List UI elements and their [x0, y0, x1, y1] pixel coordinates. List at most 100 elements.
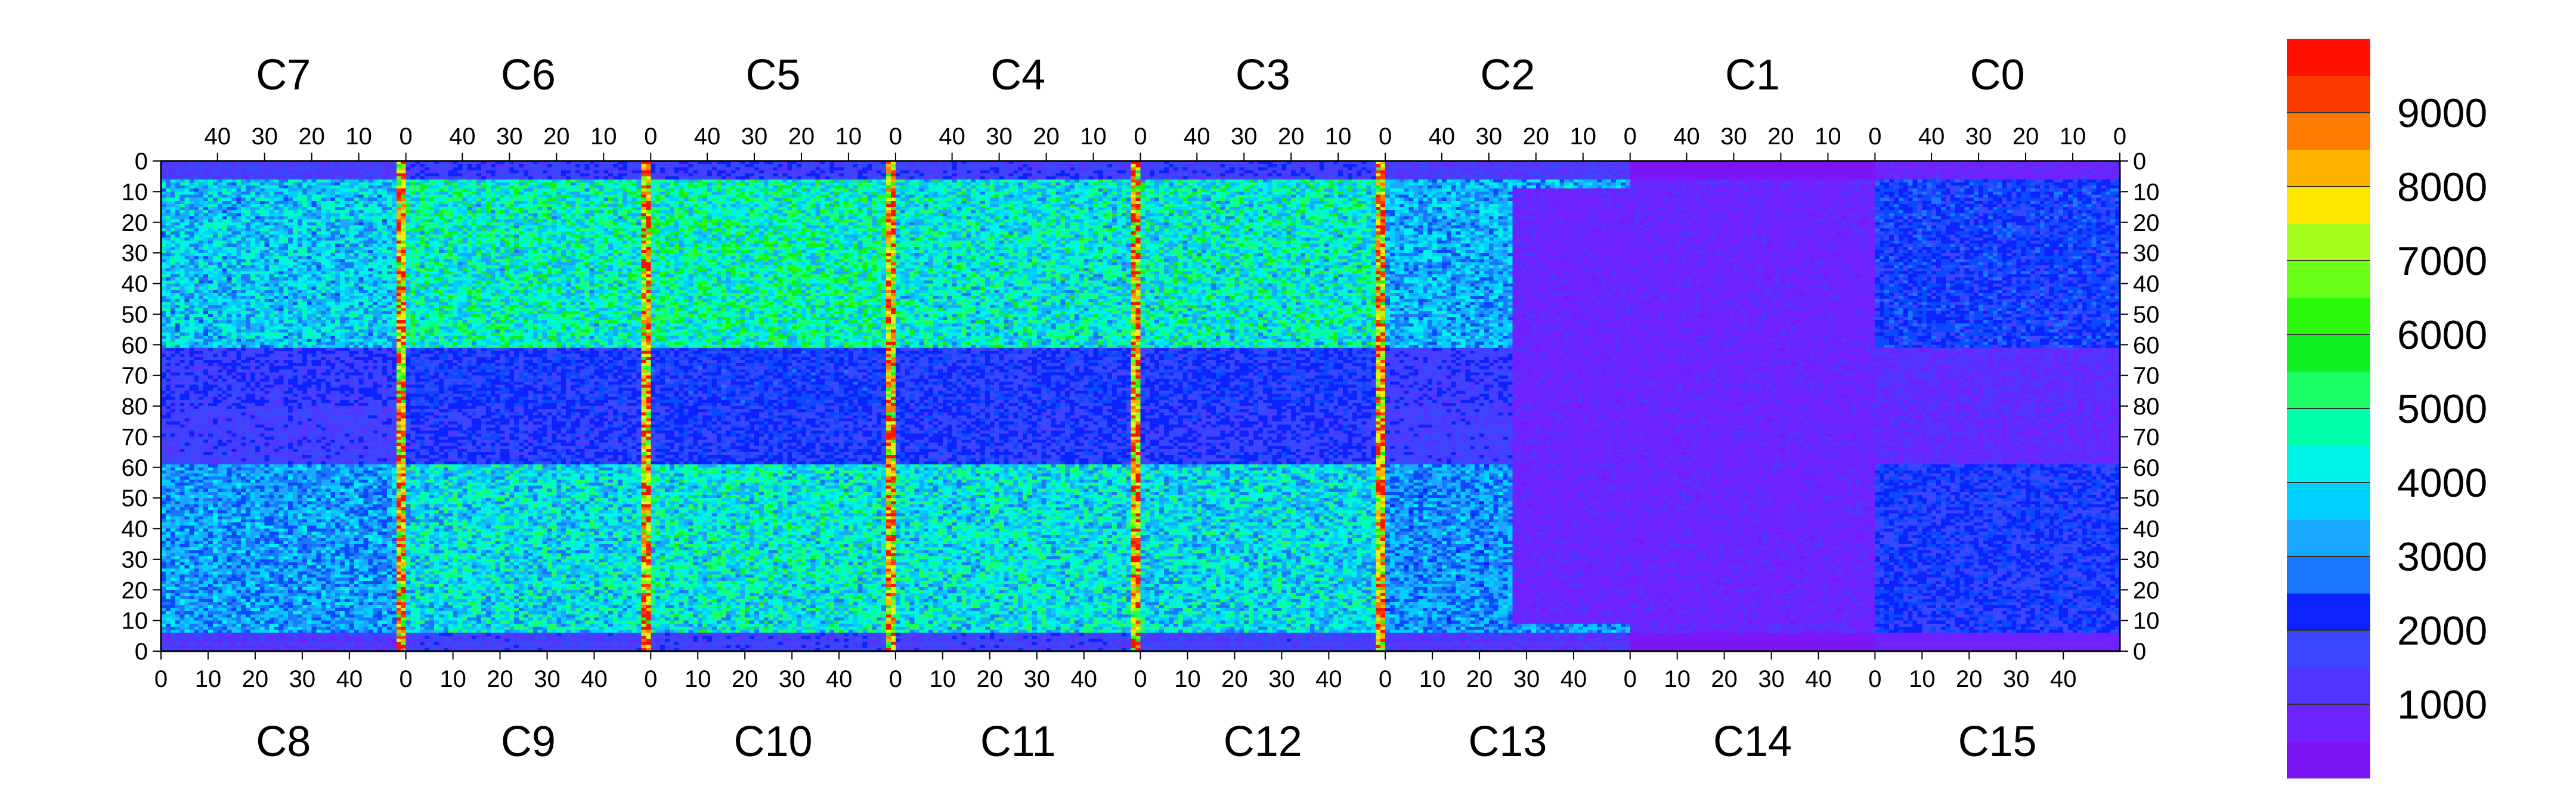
x-tick-label-bottom: 30 — [1513, 666, 1540, 692]
y-tick-label-left: 70 — [122, 363, 148, 389]
x-tick-label-top: 10 — [345, 123, 372, 150]
x-tick-label-bottom: 20 — [1711, 666, 1738, 692]
x-tick-label-top: 40 — [1673, 123, 1700, 150]
colorbar-tick-label: 9000 — [2397, 91, 2487, 136]
x-tick-label-bottom: 30 — [534, 666, 561, 692]
x-tick-label-top: 0 — [400, 123, 413, 150]
colorbar-segment — [2287, 298, 2370, 335]
x-tick-label-bottom: 30 — [1758, 666, 1785, 692]
y-tick-label-right: 80 — [2133, 394, 2160, 420]
x-tick-label-top: 40 — [939, 123, 965, 150]
chip-label-top: C2 — [1480, 51, 1535, 99]
x-tick-label-top: 0 — [1134, 123, 1147, 150]
colorbar-segment — [2287, 224, 2370, 261]
y-tick-label-right: 70 — [2133, 424, 2160, 450]
x-tick-label-top: 10 — [1080, 123, 1107, 150]
x-tick-label-top: 0 — [1379, 123, 1392, 150]
x-tick-label-top: 40 — [1918, 123, 1945, 150]
x-tick-label-bottom: 0 — [1624, 666, 1637, 692]
y-tick-label-right: 60 — [2133, 332, 2160, 358]
x-tick-label-top: 0 — [889, 123, 902, 150]
x-tick-label-top: 20 — [1523, 123, 1550, 150]
x-tick-label-bottom: 0 — [1379, 666, 1392, 692]
y-tick-label-right: 50 — [2133, 302, 2160, 328]
x-tick-label-top: 20 — [1278, 123, 1305, 150]
y-tick-label-left: 10 — [122, 179, 148, 205]
x-tick-label-top: 0 — [644, 123, 657, 150]
x-tick-label-bottom: 10 — [685, 666, 711, 692]
colorbar-segment — [2287, 519, 2370, 557]
colorbar-segment — [2287, 408, 2370, 446]
x-tick-label-bottom: 20 — [1466, 666, 1493, 692]
y-tick-label-left: 80 — [122, 394, 148, 420]
x-tick-label-bottom: 20 — [242, 666, 269, 692]
x-tick-label-top: 30 — [1231, 123, 1258, 150]
x-tick-label-top: 20 — [298, 123, 325, 150]
x-tick-label-top: 40 — [694, 123, 721, 150]
colorbar-tick-label: 2000 — [2397, 608, 2487, 654]
colorbar-segment — [2287, 76, 2370, 113]
y-tick-label-right: 20 — [2133, 210, 2160, 236]
colorbar-segment — [2287, 150, 2370, 187]
x-tick-label-bottom: 30 — [2003, 666, 2030, 692]
x-tick-label-bottom: 40 — [1805, 666, 1832, 692]
x-tick-label-top: 20 — [788, 123, 815, 150]
x-tick-label-top: 0 — [2113, 123, 2126, 150]
chip-label-bottom: C15 — [1958, 718, 2037, 766]
colorbar-segment — [2287, 482, 2370, 520]
colorbar-segment — [2287, 445, 2370, 483]
chip-label-bottom: C12 — [1224, 718, 1302, 766]
x-tick-label-bottom: 20 — [1956, 666, 1983, 692]
y-tick-label-left: 20 — [122, 210, 148, 236]
y-tick-label-left: 30 — [122, 547, 148, 573]
colorbar-segment — [2287, 630, 2370, 668]
x-tick-label-bottom: 30 — [289, 666, 316, 692]
colorbar-segment — [2287, 667, 2370, 705]
x-tick-label-bottom: 10 — [195, 666, 222, 692]
x-tick-label-top: 0 — [1868, 123, 1881, 150]
colorbar-segment — [2287, 704, 2370, 742]
x-tick-label-bottom: 0 — [889, 666, 902, 692]
chip-label-top: C0 — [1970, 51, 2025, 99]
x-tick-label-bottom: 40 — [1561, 666, 1587, 692]
y-tick-label-left: 60 — [122, 332, 148, 358]
colorbar-segment — [2287, 113, 2370, 150]
y-tick-label-right: 10 — [2133, 608, 2160, 634]
x-tick-label-bottom: 40 — [336, 666, 363, 692]
x-tick-label-bottom: 20 — [732, 666, 758, 692]
x-tick-label-bottom: 10 — [1664, 666, 1690, 692]
x-tick-label-top: 30 — [1965, 123, 1992, 150]
colorbar-tick-label: 4000 — [2397, 460, 2487, 506]
x-tick-label-top: 10 — [1815, 123, 1841, 150]
chip-label-top: C6 — [501, 51, 556, 99]
colorbar-tick-label: 1000 — [2397, 682, 2487, 727]
x-tick-label-bottom: 10 — [930, 666, 956, 692]
y-tick-label-left: 0 — [135, 148, 148, 175]
y-tick-label-right: 70 — [2133, 363, 2160, 389]
colorbar-segment — [2287, 556, 2370, 594]
x-tick-label-top: 30 — [741, 123, 768, 150]
y-tick-label-right: 20 — [2133, 577, 2160, 603]
colorbar-segment — [2287, 593, 2370, 631]
x-tick-label-bottom: 10 — [439, 666, 466, 692]
x-tick-label-bottom: 20 — [977, 666, 1004, 692]
chip-label-top: C7 — [256, 51, 311, 99]
x-tick-label-top: 30 — [986, 123, 1013, 150]
colorbar-tick-label: 3000 — [2397, 534, 2487, 580]
x-tick-label-top: 30 — [1476, 123, 1503, 150]
x-tick-label-bottom: 30 — [779, 666, 806, 692]
x-tick-label-top: 40 — [1184, 123, 1210, 150]
y-tick-label-right: 0 — [2133, 148, 2146, 175]
x-tick-label-bottom: 20 — [487, 666, 513, 692]
x-tick-label-bottom: 30 — [1024, 666, 1051, 692]
colorbar: 1000 2000 3000 4000 5000 6000 7000 8000 9000 — [2287, 39, 2487, 779]
y-tick-label-left: 20 — [122, 577, 148, 603]
chip-label-top: C5 — [746, 51, 801, 99]
chip-label-bottom: C11 — [980, 718, 1056, 766]
x-tick-label-top: 10 — [1325, 123, 1352, 150]
x-tick-label-bottom: 20 — [1221, 666, 1248, 692]
colorbar-tick-label: 7000 — [2397, 239, 2487, 284]
colorbar-tick-label: 8000 — [2397, 165, 2487, 210]
y-tick-label-left: 60 — [122, 455, 148, 481]
